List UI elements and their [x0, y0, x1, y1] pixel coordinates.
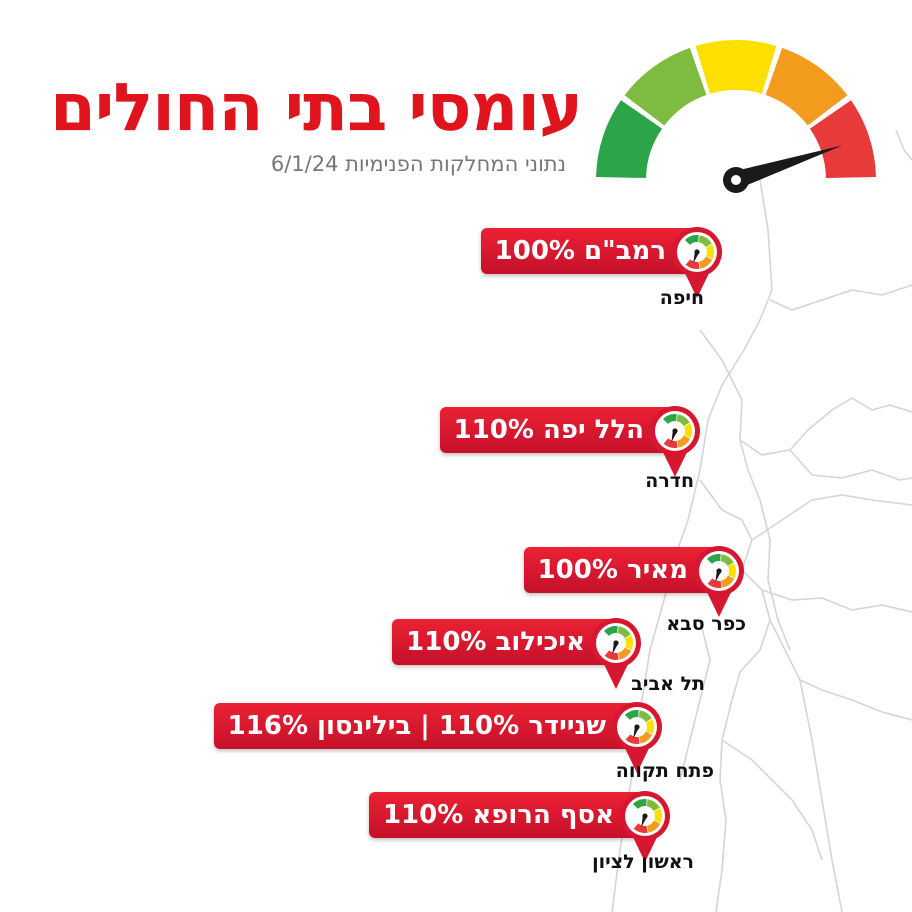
gauge-pin-icon — [612, 702, 662, 773]
hospital-marker-hillel-yaffe: הלל יפה 110% — [439, 405, 702, 477]
hospital-marker-meir: מאיר 100% — [523, 545, 746, 617]
pin-gauge-segment — [633, 823, 648, 833]
hospital-label-pill: מאיר 100% — [523, 547, 720, 593]
hospital-marker-rambam: רמב"ם 100% — [480, 226, 724, 298]
hospital-label: איכילוב 110% — [406, 627, 585, 657]
page-title: עומסי בתי החולים — [49, 69, 583, 146]
pin-gauge-segment — [624, 635, 633, 650]
city-label: ראשון לציון — [592, 851, 694, 873]
pin-gauge-segment — [632, 799, 647, 809]
hospital-label: רמב"ם 100% — [494, 236, 666, 266]
pin-gauge-hub — [716, 568, 722, 574]
pin-gauge-segment — [707, 578, 722, 588]
gauge-segment — [695, 39, 777, 94]
pin-gauge-segment — [604, 650, 619, 660]
pin-gauge-segment — [727, 563, 736, 578]
pin-gauge-hub — [694, 249, 700, 255]
pin-gauge-segment — [698, 235, 712, 247]
hospital-label-pill: הלל יפה 110% — [439, 407, 676, 453]
city-label: כפר סבא — [666, 613, 746, 635]
gauge-segment — [765, 47, 848, 126]
pin-gauge-segment — [639, 731, 653, 744]
pin-gauge-segment — [663, 438, 678, 448]
city-label: פתח תקווה — [615, 760, 714, 782]
hospital-label-pill: איכילוב 110% — [392, 619, 617, 665]
pin-gauge-segment — [647, 820, 661, 833]
gauge-segment — [624, 47, 707, 126]
pin-gauge-segment — [721, 575, 735, 588]
gauge-pin-icon — [650, 406, 700, 477]
pin-gauge-hub — [613, 640, 619, 646]
pin-gauge-segment — [699, 256, 713, 269]
pin-gauge-segment — [676, 414, 690, 426]
gauge-needle — [733, 145, 843, 189]
pin-gauge-hub — [634, 724, 640, 730]
pin-gauge-segment — [720, 554, 734, 566]
gauge-pin-icon — [672, 227, 722, 298]
city-label: חיפה — [659, 287, 704, 309]
pin-gauge-segment — [624, 710, 639, 720]
pin-gauge-segment — [684, 235, 699, 245]
city-label: תל אביב — [631, 673, 705, 695]
gauge-hub-center — [731, 175, 741, 185]
pin-gauge-segment — [617, 626, 631, 638]
pin-gauge-segment — [653, 808, 662, 823]
gauge-pin-icon — [694, 546, 744, 617]
hospital-marker-assaf-harofeh: אסף הרופא 110% — [368, 790, 672, 862]
gauge-pin-icon — [620, 791, 670, 862]
pin-gauge-hub — [672, 428, 678, 434]
pin-gauge-segment — [603, 626, 618, 636]
gauge-icon — [596, 39, 876, 193]
pin-gauge-segment — [618, 647, 632, 660]
hospital-label-pill: אסף הרופא 110% — [368, 792, 646, 838]
hospital-marker-ichilov: איכילוב 110% — [392, 617, 643, 689]
pin-gauge-segment — [683, 423, 692, 438]
pin-gauge-segment — [662, 414, 677, 424]
pin-gauge-segment — [645, 719, 654, 734]
gauge-pin-icon — [591, 618, 641, 689]
hospital-label-pill: רמב"ם 100% — [480, 228, 698, 274]
page-subtitle: נתוני המחלקות הפנימיות 6/1/24 — [270, 152, 566, 176]
hospital-label: מאיר 100% — [537, 555, 688, 585]
hospital-label: שניידר 110% | בילינסון 116% — [227, 711, 606, 741]
hospital-label: הלל יפה 110% — [453, 415, 644, 445]
hospital-marker-schneider-beilinson: שניידר 110% | בילינסון 116% — [213, 701, 664, 773]
pin-gauge-segment — [677, 435, 691, 448]
gauge-segment — [809, 100, 876, 179]
pin-gauge-segment — [625, 734, 640, 744]
pin-gauge-segment — [646, 799, 660, 811]
hospital-label-pill: שניידר 110% | בילינסון 116% — [213, 703, 638, 749]
hospital-label: אסף הרופא 110% — [382, 800, 614, 830]
pin-gauge-segment — [706, 554, 721, 564]
gauge-segment — [596, 100, 663, 179]
pin-gauge-hub — [642, 813, 648, 819]
pin-gauge-segment — [638, 710, 652, 722]
city-label: חדרה — [645, 470, 694, 492]
pin-gauge-segment — [705, 244, 714, 259]
pin-gauge-segment — [685, 259, 700, 269]
